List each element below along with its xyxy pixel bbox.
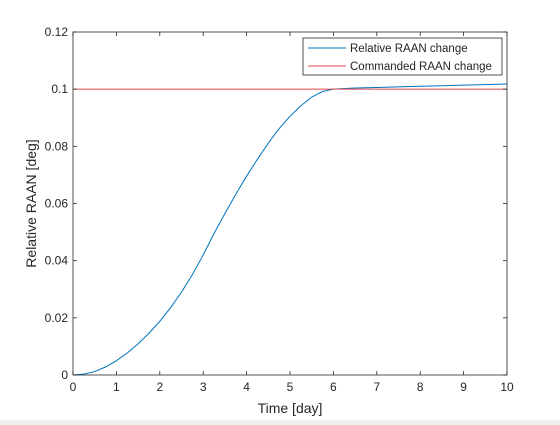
legend-box (302, 37, 503, 76)
x-tick-label: 7 (373, 380, 380, 394)
relative-raan-change-line (72, 83, 508, 376)
y-tick-label: 0.04 (45, 254, 69, 268)
x-tick-label: 6 (330, 380, 337, 394)
y-tick-label: 0 (61, 368, 68, 382)
x-tick-label: 5 (287, 380, 294, 394)
legend: Relative RAAN change Commanded RAAN chan… (302, 37, 503, 76)
y-tick-label: 0.02 (45, 311, 69, 325)
y-tick-label: 0.08 (45, 139, 69, 153)
series-layer (72, 83, 508, 376)
tick-layer: 0 1 2 3 4 5 6 7 8 9 10 0 0.02 0.04 0.06 0.08 0.1 0.12 (45, 25, 514, 394)
x-tick-label: 9 (460, 380, 467, 394)
y-tick-label: 0.12 (45, 25, 69, 39)
y-tick-label: 0.1 (51, 82, 68, 96)
legend-label-relative: Relative RAAN change (350, 43, 468, 55)
x-tick-label: 10 (500, 380, 514, 394)
x-tick-label: 3 (200, 380, 207, 394)
y-tick-label: 0.06 (45, 197, 69, 211)
legend-label-commanded: Commanded RAAN change (350, 61, 492, 73)
y-axis-label: Relative RAAN [deg] (23, 139, 39, 267)
x-tick-label: 2 (156, 380, 163, 394)
plot-area (73, 32, 507, 375)
x-tick-label: 4 (243, 380, 250, 394)
x-tick-label: 8 (417, 380, 424, 394)
x-axis-label: Time [day] (258, 400, 323, 416)
x-tick-label: 0 (70, 380, 77, 394)
x-tick-label: 1 (113, 380, 120, 394)
